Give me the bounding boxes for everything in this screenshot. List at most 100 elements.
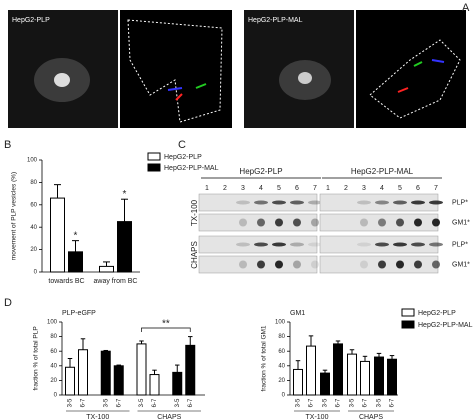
lane-label: 3 (362, 185, 366, 192)
chart-title: PLP-eGFP (62, 310, 96, 317)
blot-band (272, 242, 286, 247)
x-tick-label: away from BC (94, 278, 138, 285)
blot-band (236, 242, 250, 247)
chart-title: GM1 (290, 310, 305, 317)
x-tick-label: 6-7 (309, 398, 315, 407)
panel-label: B (4, 139, 11, 151)
bar (387, 358, 397, 396)
blot-band (429, 200, 443, 205)
blot-band (311, 218, 319, 227)
cell-signal (54, 73, 70, 87)
legend-swatch (401, 320, 415, 329)
panel-label: D (4, 297, 12, 309)
blot-band (254, 200, 268, 205)
y-tick-label: 100 (275, 320, 286, 326)
y-tick-label: 100 (27, 158, 38, 164)
y-tick-label: 20 (30, 247, 37, 253)
lane-label: 5 (277, 185, 281, 192)
blot-band (290, 242, 304, 247)
blot-band (360, 260, 368, 269)
y-tick-label: 60 (30, 202, 37, 208)
blot-band (393, 200, 407, 205)
legend-label: HepG2-PLP-MAL (418, 322, 473, 329)
y-tick-label: 60 (278, 349, 285, 355)
blot-band (378, 218, 386, 227)
bar (117, 221, 132, 273)
bar (360, 360, 370, 396)
lane-label: 1 (205, 185, 209, 192)
blot-band (275, 218, 283, 227)
y-axis-label: fraction % of total GM1 (261, 325, 268, 391)
image-label: HepG2-PLP-MAL (248, 17, 303, 24)
x-tick-label: 6-7 (363, 398, 369, 407)
blot-band (375, 200, 389, 205)
bar (50, 197, 65, 273)
x-tick-label: 3-5 (377, 398, 383, 407)
track (195, 83, 207, 89)
blot-band (272, 200, 286, 205)
lane-label: 5 (398, 185, 402, 192)
lane-label: 1 (326, 185, 330, 192)
x-tick-label: 6-7 (390, 398, 396, 407)
blot-band (411, 242, 425, 247)
lane-label: 4 (380, 185, 384, 192)
y-axis-label: movement of PLP vesicles (%) (11, 172, 18, 260)
x-tick-label: 3-5 (350, 398, 356, 407)
blot-band (393, 242, 407, 247)
blot-band (378, 260, 386, 269)
y-tick-label: 0 (34, 270, 38, 276)
y-tick-label: 20 (278, 378, 285, 384)
x-tick-label: 3-5 (323, 398, 329, 407)
bar (99, 265, 114, 273)
outline-image (120, 10, 232, 128)
legend-label: HepG2-PLP-MAL (164, 165, 219, 172)
lane-label: 2 (223, 185, 227, 192)
panel-label: C (178, 139, 186, 151)
cell-outline (127, 19, 223, 123)
annotation: * (74, 230, 78, 241)
y-tick-label: 80 (30, 180, 37, 186)
y-tick-label: 20 (50, 378, 57, 384)
band-label: PLP* (452, 241, 468, 248)
track (413, 61, 423, 67)
legend-swatch (147, 163, 161, 172)
legend-swatch (401, 308, 415, 317)
blot-band (432, 260, 440, 269)
blot-band (357, 242, 371, 247)
bar (65, 366, 75, 396)
y-tick-label: 0 (54, 393, 58, 399)
x-tick-label: 6-7 (116, 398, 122, 407)
blot-band (414, 260, 422, 269)
blot-band (311, 260, 319, 269)
legend-label: HepG2-PLP (164, 154, 202, 161)
track (175, 93, 183, 101)
y-tick-label: 0 (282, 393, 286, 399)
blot-band (275, 260, 283, 269)
y-tick-label: 100 (47, 320, 58, 326)
bar (320, 372, 330, 396)
track (431, 59, 445, 63)
blot-band (308, 242, 322, 247)
bar (293, 368, 303, 396)
blot-group: HepG2-PLP-MAL (351, 167, 414, 176)
legend-swatch (147, 152, 161, 161)
group-label: CHAPS (157, 414, 181, 419)
y-tick-label: 40 (30, 225, 37, 231)
lane-label: 3 (241, 185, 245, 192)
lane-label: 7 (313, 185, 317, 192)
blot-band (293, 260, 301, 269)
band-label: PLP* (452, 199, 468, 206)
blot-band (360, 218, 368, 227)
row-label: CHAPS (190, 241, 199, 269)
y-tick-label: 60 (50, 349, 57, 355)
row-label: TX-100 (190, 199, 199, 226)
blot-band (432, 218, 440, 227)
bar (185, 344, 196, 396)
y-tick-label: 40 (50, 363, 57, 369)
legend-label: HepG2-PLP (418, 310, 456, 317)
bar (333, 343, 343, 396)
significance-bracket (141, 327, 191, 332)
cell-signal (298, 72, 312, 84)
bar (149, 374, 160, 396)
